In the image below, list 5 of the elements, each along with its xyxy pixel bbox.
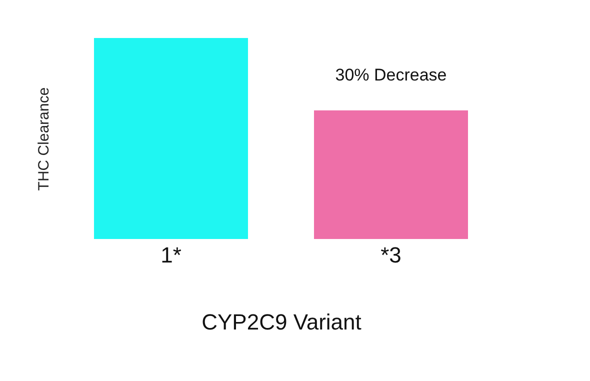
x-tick-label: 1* <box>160 242 182 268</box>
x-axis-title: CYP2C9 Variant <box>202 310 362 334</box>
annotation: 30% Decrease <box>335 65 447 84</box>
x-tick-label: *3 <box>380 242 402 268</box>
y-axis-title: THC Clearance <box>36 87 52 191</box>
